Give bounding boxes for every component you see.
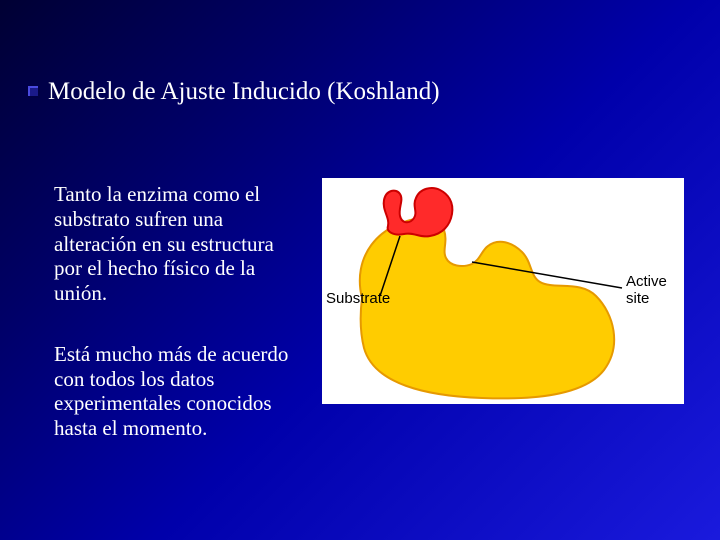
slide-title: Modelo de Ajuste Inducido (Koshland) bbox=[48, 78, 440, 106]
paragraph-2: Está mucho más de acuerdo con todos los … bbox=[54, 342, 304, 441]
title-row: Modelo de Ajuste Inducido (Koshland) bbox=[28, 78, 440, 106]
substrate-label: Substrate bbox=[326, 290, 390, 307]
body-column: Tanto la enzima como el substrato sufren… bbox=[54, 182, 304, 477]
paragraph-1: Tanto la enzima como el substrato sufren… bbox=[54, 182, 304, 306]
active-site-label: Active site bbox=[626, 274, 682, 307]
slide: Modelo de Ajuste Inducido (Koshland) Tan… bbox=[0, 0, 720, 540]
enzyme-diagram: Substrate Active site bbox=[322, 178, 684, 404]
bullet-icon bbox=[28, 86, 40, 98]
enzyme-shape bbox=[360, 218, 614, 399]
substrate-shape bbox=[384, 188, 453, 236]
